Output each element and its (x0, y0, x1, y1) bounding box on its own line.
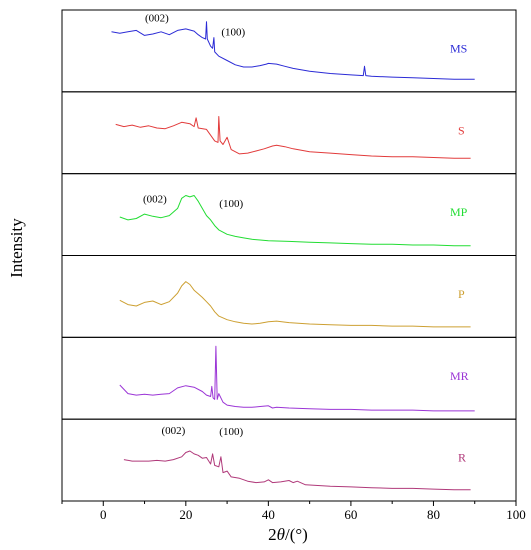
panel-frame (61, 9, 517, 93)
peak-annotation: (100) (219, 426, 243, 438)
panel-mr: MR (61, 336, 517, 420)
series-label-mr: MR (450, 369, 469, 383)
series-line-p (119, 281, 471, 328)
peak-annotation: (002) (162, 425, 186, 437)
x-tick-label: 60 (344, 507, 357, 522)
panels-group: MS S MP P MR R (002) (100) (002) (100) (002) (100) (61, 9, 517, 502)
series-line-s (115, 116, 471, 159)
series-line-mp (119, 195, 471, 247)
x-axis-title: 2θ/(°) (268, 525, 308, 544)
x-tick-label: 40 (262, 507, 275, 522)
series-label-ms: MS (450, 42, 467, 56)
x-tick-label: 0 (100, 507, 107, 522)
series-label-s: S (458, 123, 465, 137)
x-tick-label: 20 (179, 507, 192, 522)
series-line-r (123, 450, 471, 491)
series-label-r: R (458, 451, 466, 465)
y-axis-title: Intensity (7, 218, 26, 278)
series-line-mr (119, 345, 475, 412)
x-axis: 0 20 40 60 80 100 (61, 501, 526, 522)
panel-frame (61, 418, 517, 502)
panel-mp: MP (61, 173, 517, 257)
peak-annotation: (002) (145, 13, 169, 25)
series-label-mp: MP (450, 205, 468, 219)
panel-s: S (61, 91, 517, 175)
panel-p: P (61, 255, 517, 338)
peak-annotation: (100) (221, 26, 245, 38)
panel-r: R (61, 418, 517, 502)
panel-frame (61, 255, 517, 338)
series-line-ms (111, 21, 475, 80)
x-tick-label: 100 (506, 507, 526, 522)
x-tick-label: 80 (427, 507, 440, 522)
panel-ms: MS (61, 9, 517, 93)
panel-frame (61, 173, 517, 257)
peak-annotation: (002) (143, 194, 167, 206)
panel-frame (61, 91, 517, 175)
series-label-p: P (458, 287, 465, 301)
peak-annotation: (100) (219, 198, 243, 210)
panel-frame (61, 336, 517, 420)
